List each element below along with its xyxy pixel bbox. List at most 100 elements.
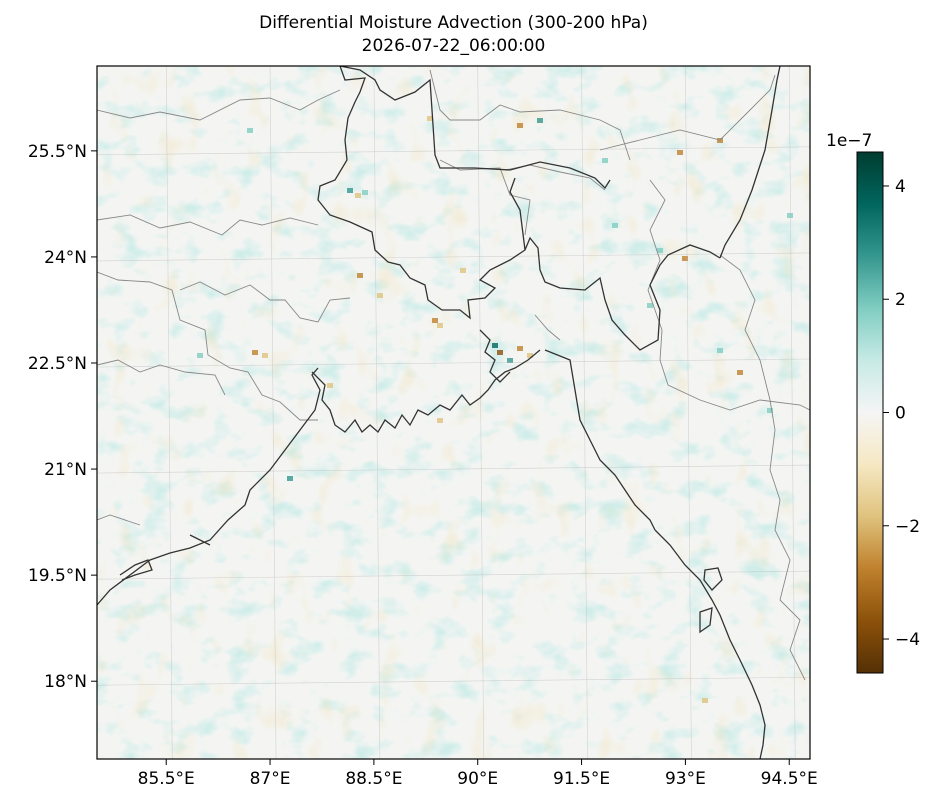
field-hotspot-19	[737, 370, 743, 375]
lon-tick-label-6: 94.5°E	[761, 769, 818, 789]
field-hotspot-26	[537, 118, 543, 123]
bangladesh-southeast	[544, 349, 656, 531]
field-hotspot-7	[437, 323, 443, 328]
bangladesh-north	[339, 66, 611, 190]
gridline-lat-1	[97, 252, 810, 262]
field-hotspot-2	[362, 190, 368, 195]
map-title: Differential Moisture Advection (300-200…	[259, 13, 648, 33]
lon-tick-label-4: 91.5°E	[553, 769, 610, 789]
field-hotspot-29	[377, 293, 383, 298]
boundary-westbengal-inner	[179, 281, 351, 323]
field-hotspot-27	[247, 128, 253, 133]
cheduba-island	[699, 607, 713, 634]
latitude-axis: 25.5°N 24°N 22.5°N 21°N 19.5°N 18°N	[28, 142, 97, 692]
lat-tick-label-3: 21°N	[44, 460, 87, 480]
lon-tick-label-2: 88.5°E	[345, 769, 402, 789]
lat-tick-label-0: 25.5°N	[28, 142, 87, 162]
coast-sundarbans	[311, 349, 541, 434]
field-hotspot-11	[497, 350, 503, 355]
field-hotspot-0	[347, 188, 353, 193]
colorbar-multiplier: 1e−7	[826, 131, 872, 151]
national-boundaries	[97, 66, 781, 759]
field-hotspot-31	[647, 303, 653, 308]
colorbar-tick-label-1: 2	[895, 290, 906, 310]
lat-tick-label-1: 24°N	[44, 248, 87, 268]
coast-ganges-delta	[189, 534, 211, 546]
colorbar-tick-label-4: −4	[895, 630, 920, 650]
boundary-sikkim	[429, 69, 631, 161]
boundary-mizoram	[719, 254, 806, 681]
gridline-lon-5	[685, 66, 692, 759]
field-hotspot-28	[357, 273, 363, 278]
field-hotspot-23	[677, 150, 683, 155]
lat-tick-label-5: 18°N	[44, 672, 87, 692]
boundary-tripura	[534, 314, 561, 341]
bangladesh-east	[509, 177, 526, 251]
meghna-estuary	[479, 329, 511, 383]
field-hotspot-20	[717, 348, 723, 353]
gridline-lat-0	[97, 146, 810, 156]
plot-frame	[96, 65, 811, 760]
boundary-odisha-coast	[97, 514, 141, 526]
field-hotspot-34	[327, 383, 333, 388]
gridline-lon-3	[477, 66, 485, 759]
colorbar-tick-label-2: 0	[895, 404, 906, 424]
boundary-westbengal-south	[97, 359, 226, 396]
field-hotspot-1	[355, 193, 361, 198]
gridline-lat-5	[97, 676, 810, 686]
field-hotspot-5	[287, 476, 293, 481]
field-hotspot-10	[492, 343, 498, 348]
boundary-north-bihar	[97, 89, 341, 121]
colorbar-tick-label-3: −2	[895, 517, 920, 537]
field-hotspot-9	[460, 268, 466, 273]
lon-tick-label-3: 90°E	[457, 769, 498, 789]
gridline-lat-2	[97, 358, 810, 368]
field-hotspot-17	[657, 248, 663, 253]
gridline-lat-4	[97, 570, 810, 580]
field-hotspot-32	[702, 698, 708, 703]
field-hotspot-21	[767, 408, 773, 413]
field-hotspot-15	[602, 158, 608, 163]
gridline-lon-6	[788, 66, 796, 759]
colorbar: 4 2 0 −2 −4 1e−7	[826, 131, 920, 674]
field-hotspot-3	[252, 350, 258, 355]
field-hotspot-33	[197, 353, 203, 358]
field-hotspot-14	[527, 353, 533, 358]
field-hotspot-18	[682, 256, 688, 261]
map-subtitle: 2026-07-22_06:00:00	[361, 36, 546, 56]
lat-tick-label-4: 19.5°N	[28, 566, 87, 586]
coast-india-east	[97, 367, 321, 606]
ramree-island	[703, 567, 723, 591]
coast-odisha-inlet	[119, 559, 153, 581]
gridline-lon-1	[269, 66, 277, 759]
boundary-northeast-1	[599, 74, 776, 151]
colorbar-ticks: 4 2 0 −2 −4	[883, 177, 920, 650]
gridline-lon-0	[165, 66, 173, 759]
field-hotspot-24	[717, 138, 723, 143]
colorbar-tick-label-0: 4	[895, 177, 906, 197]
field-hotspot-12	[507, 358, 513, 363]
field-hotspot-25	[517, 123, 523, 128]
boundary-jharkhand-south	[97, 271, 318, 421]
field-hotspot-30	[427, 116, 433, 121]
myanmar-border	[719, 66, 781, 259]
field-hotspot-6	[432, 318, 438, 323]
lat-tick-label-2: 22.5°N	[28, 354, 87, 374]
field-hotspot-16	[612, 223, 618, 228]
bangladesh-border	[317, 66, 721, 351]
lon-tick-label-0: 85.5°E	[138, 769, 195, 789]
gridline-lon-2	[373, 66, 381, 759]
field-hotspot-8	[437, 418, 443, 423]
lon-tick-label-5: 93°E	[665, 769, 706, 789]
colorbar-gradient	[856, 151, 884, 674]
lon-tick-label-1: 87°E	[250, 769, 291, 789]
map-field	[97, 66, 810, 759]
boundary-northeast-2	[647, 179, 810, 411]
gridline-lat-3	[97, 464, 810, 474]
gridlines	[97, 66, 810, 759]
admin-boundaries	[97, 69, 810, 681]
gridline-lon-4	[581, 66, 588, 759]
field-texture-negative	[97, 66, 810, 759]
field-hotspot-13	[517, 346, 523, 351]
